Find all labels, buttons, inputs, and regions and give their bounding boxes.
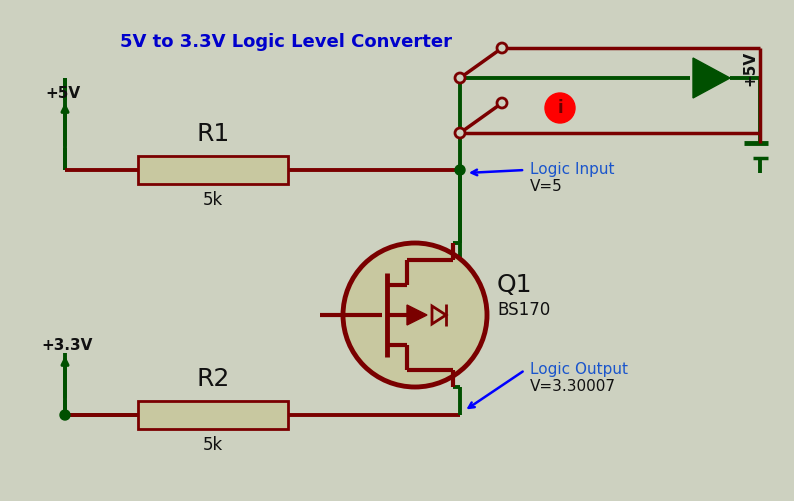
Circle shape <box>60 410 70 420</box>
Polygon shape <box>693 58 730 98</box>
Text: Logic Output: Logic Output <box>530 362 628 377</box>
Circle shape <box>455 165 465 175</box>
Text: R2: R2 <box>196 367 229 391</box>
Text: +5V: +5V <box>45 86 80 101</box>
Text: R1: R1 <box>196 122 229 146</box>
Text: V=3.30007: V=3.30007 <box>530 379 616 394</box>
Text: 5V to 3.3V Logic Level Converter: 5V to 3.3V Logic Level Converter <box>120 33 452 51</box>
Text: Q1: Q1 <box>497 273 533 297</box>
Circle shape <box>455 73 465 83</box>
Circle shape <box>545 93 575 123</box>
FancyBboxPatch shape <box>138 156 288 184</box>
FancyBboxPatch shape <box>138 401 288 429</box>
Text: 5k: 5k <box>203 436 223 454</box>
Polygon shape <box>407 305 427 325</box>
Circle shape <box>497 43 507 53</box>
Text: 5k: 5k <box>203 191 223 209</box>
Text: i: i <box>557 99 563 117</box>
Circle shape <box>343 243 487 387</box>
Text: Logic Input: Logic Input <box>530 162 615 177</box>
Circle shape <box>455 128 465 138</box>
Text: BS170: BS170 <box>497 301 550 319</box>
Circle shape <box>497 98 507 108</box>
Text: V=5: V=5 <box>530 179 563 194</box>
Text: +3.3V: +3.3V <box>41 338 92 353</box>
Text: +5V: +5V <box>742 51 757 86</box>
